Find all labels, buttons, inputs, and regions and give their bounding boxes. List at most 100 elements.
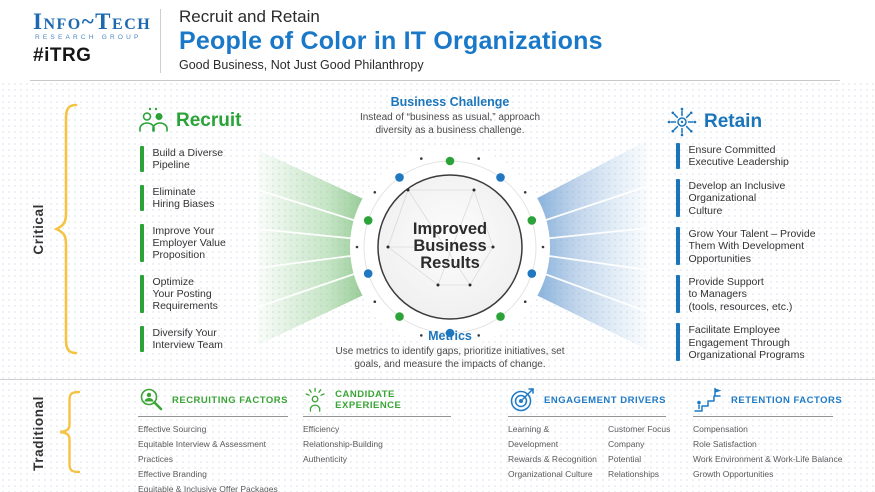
retain-section-header: Retain [667,107,762,137]
research-group-label: RESEARCH GROUP [35,34,142,41]
factor-item: Rewards & Recognition [508,454,597,464]
factor-item: Efficiency [303,424,340,434]
candidate-experience-title: CANDIDATE EXPERIENCE [335,389,402,411]
factor-item: Authenticity [303,454,347,464]
factor-item: Work Environment & Work-Life Balance [693,454,843,464]
infotech-wordmark: Info~Tech [33,9,152,34]
item-bar [140,184,144,211]
retain-item-text: Develop an Inclusive Organizational Cult… [688,179,786,217]
traditional-bracket-label: Traditional [26,392,50,474]
column-divider [693,416,833,417]
mesh-dots [386,188,495,287]
recruit-item-text: Diversify Your Interview Team [152,326,223,352]
critical-brace [53,103,78,355]
traditional-text: Traditional [30,395,46,471]
recruit-funnel-graphic [257,150,372,345]
factor-item: Equitable & Inclusive Offer Packages [138,484,278,492]
recruit-item-text: Improve Your Employer Value Proposition [152,224,226,262]
item-bar [676,178,680,217]
flag-steps-icon [694,387,722,412]
retain-item-text: Facilitate Employee Engagement Through O… [688,324,805,361]
candidate-experience-section: CANDIDATE EXPERIENCE Efficiency Relation… [303,387,455,467]
subtitle: Good Business, Not Just Good Philanthrop… [179,58,424,72]
retain-item-text: Provide Support to Managers (tools, reso… [688,276,793,313]
factor-item: Relationship-Building [303,439,383,449]
business-challenge-title: Business Challenge [390,95,510,109]
header-title-block: Recruit and Retain People of Color in IT… [179,7,603,72]
recruit-section-header: Recruit [137,107,241,134]
candidate-experience-items: Efficiency Relationship-Building Authent… [303,422,455,467]
factor-item: Relationships [608,469,660,479]
improved-business-results-circle: Improved Business Results [355,156,545,338]
recruit-people-icon [139,107,168,132]
svg-text:Business: Business [413,237,486,255]
factor-item: Customer Focus [608,424,671,434]
retain-item-text: Ensure Committed Executive Leadership [688,144,789,169]
item-bar [676,275,680,314]
svg-text:Improved: Improved [413,220,487,238]
itrg-logo: #iTRG [33,45,92,66]
retention-factors-items: Compensation Role Satisfaction Work Envi… [693,422,845,482]
recruit-item: Build a Diverse Pipeline [140,146,258,172]
factor-item: Effective Sourcing [138,424,207,434]
retain-item-text: Grow Your Talent – Provide Them With Dev… [688,227,816,265]
person-rays-icon [305,387,325,412]
recruit-item: Optimize Your Posting Requirements [140,274,258,313]
factor-item: Role Satisfaction [693,439,757,449]
header-divider [30,80,840,81]
critical-text: Critical [30,203,46,255]
retain-funnel-graphic [528,140,649,350]
retain-item: Grow Your Talent – Provide Them With Dev… [676,226,848,265]
recruit-item: Improve Your Employer Value Proposition [140,223,258,262]
recruit-item-text: Build a Diverse Pipeline [152,147,224,172]
item-bar [676,226,680,265]
business-challenge-caption: Instead of “business as usual,” approach… [359,112,541,136]
recruiting-factors-section: RECRUITING FACTORS Effective Sourcing Eq… [138,387,298,492]
header-vertical-divider [160,9,161,73]
column-divider [508,416,666,417]
recruit-heading: Recruit [176,109,242,131]
bottom-section-divider [0,379,875,380]
engagement-drivers-section: ENGAGEMENT DRIVERS Learning & Developmen… [508,387,673,482]
retain-heading: Retain [704,111,763,132]
engagement-drivers-header: ENGAGEMENT DRIVERS [508,387,673,413]
item-bar [140,223,144,262]
engagement-items-right: Customer Focus Company Potential Relatio… [608,422,673,482]
candidate-experience-header: CANDIDATE EXPERIENCE [303,387,455,413]
target-icon [510,388,534,412]
metrics-title: Metrics [428,329,472,343]
circle-text: Improved Business Results [413,220,487,272]
recruit-item: Eliminate Hiring Biases [140,184,258,211]
engagement-drivers-title: ENGAGEMENT DRIVERS [544,394,666,406]
item-bar [676,323,680,362]
item-bar [140,274,144,313]
traditional-brace [59,390,81,474]
column-divider [303,416,451,417]
critical-bracket-label: Critical [26,104,50,354]
retain-item: Facilitate Employee Engagement Through O… [676,323,848,362]
pretitle: Recruit and Retain [179,7,320,26]
recruit-item-text: Eliminate Hiring Biases [152,185,215,211]
metrics-caption: Use metrics to identify gaps, prioritize… [335,346,565,370]
factor-item: Learning & Development [508,424,559,449]
factor-item: Equitable Interview & Assessment Practic… [138,439,267,464]
retain-item: Develop an Inclusive Organizational Cult… [676,178,848,217]
retain-item: Ensure Committed Executive Leadership [676,143,848,169]
item-bar [140,325,144,352]
item-bar [676,143,680,169]
recruit-item-text: Optimize Your Posting Requirements [152,275,218,313]
retain-item: Provide Support to Managers (tools, reso… [676,275,848,314]
infotech-logo: Info~Tech RESEARCH GROUP #iTRG [33,9,152,67]
factor-item: Effective Branding [138,469,207,479]
factor-item: Compensation [693,424,748,434]
tick-dots [355,157,545,337]
factor-item: Growth Opportunities [693,469,774,479]
svg-text:Results: Results [420,254,480,272]
recruit-item: Diversify Your Interview Team [140,325,258,352]
item-bar [140,146,144,172]
magnifier-person-icon [140,388,163,411]
recruiting-factors-header: RECRUITING FACTORS [138,387,298,413]
recruiting-factors-items: Effective Sourcing Equitable Interview &… [138,422,298,492]
recruiting-factors-title: RECRUITING FACTORS [172,394,288,406]
